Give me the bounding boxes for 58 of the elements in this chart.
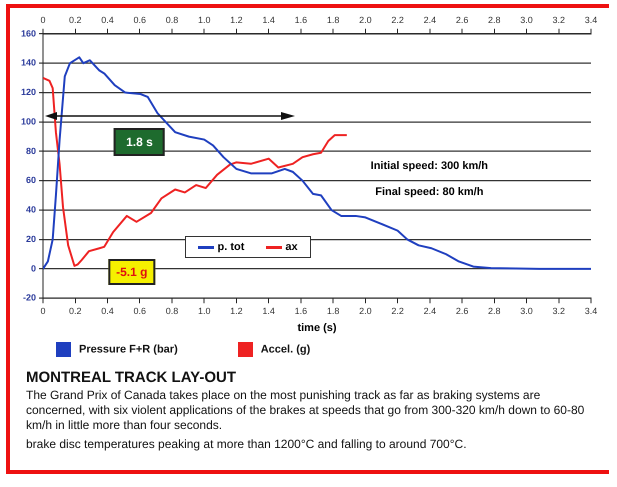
y-tick-label: -20 bbox=[23, 292, 36, 303]
x-tick-label: 0.4 bbox=[101, 306, 114, 316]
y-tick-label: 40 bbox=[26, 204, 36, 215]
x-tick-label: 3.4 bbox=[584, 306, 598, 316]
y-tick-label: 100 bbox=[20, 116, 36, 126]
x2-tick-label: 1.6 bbox=[294, 14, 308, 25]
x2-tick-label: 1.0 bbox=[198, 14, 210, 25]
x2-tick-label: 3.2 bbox=[552, 14, 566, 25]
y-tick-label: 120 bbox=[20, 87, 36, 98]
x2-tick-label: 2.0 bbox=[359, 14, 372, 25]
y-tick-label: 140 bbox=[20, 58, 36, 68]
y-tick-label: 0 bbox=[31, 263, 36, 274]
legend-label: p. tot bbox=[216, 241, 244, 254]
text: Accel. (g) bbox=[260, 342, 310, 357]
x2-tick-label: 0.2 bbox=[68, 14, 82, 25]
x-tick-label: 0.8 bbox=[166, 306, 178, 316]
x-tick-label: 2.6 bbox=[456, 306, 468, 316]
x2-tick-label: 1.4 bbox=[262, 14, 275, 25]
x-tick-label: 0.2 bbox=[68, 306, 82, 316]
x2-tick-label: 3.4 bbox=[584, 14, 598, 25]
x-tick-label: 0.6 bbox=[133, 306, 146, 316]
x-tick-label: 1.6 bbox=[294, 306, 308, 316]
x-tick-label: 3.0 bbox=[520, 306, 533, 316]
x-tick-label: 2.2 bbox=[391, 306, 404, 316]
x2-tick-label: 0.4 bbox=[101, 14, 114, 25]
x-tick-label: 1.2 bbox=[230, 306, 243, 316]
annotation: Final speed: 80 km/h bbox=[375, 186, 484, 198]
x2-tick-label: 0.6 bbox=[133, 14, 146, 25]
x-tick-label: 1.8 bbox=[326, 306, 340, 316]
x-tick-label: 1.4 bbox=[262, 306, 275, 316]
text: MONTREAL TRACK LAY-OUT bbox=[26, 369, 237, 386]
y-tick-label: 80 bbox=[26, 146, 36, 156]
legend-label: ax bbox=[284, 241, 298, 254]
x-tick-label: 1.0 bbox=[198, 306, 210, 316]
x-axis-title: time (s) bbox=[297, 322, 337, 334]
x2-tick-label: 0 bbox=[40, 14, 46, 25]
text: Pressure F+R (bar) bbox=[78, 342, 178, 357]
x-tick-label: 2.4 bbox=[424, 306, 436, 316]
annotation: -5.1 g bbox=[108, 258, 156, 285]
x2-tick-label: 2.6 bbox=[456, 14, 468, 25]
x2-tick-label: 1.8 bbox=[326, 14, 340, 25]
y-tick-label: 60 bbox=[26, 175, 36, 186]
x2-tick-label: 1.2 bbox=[230, 14, 243, 25]
x2-tick-label: 3.0 bbox=[520, 14, 533, 25]
x-tick-label: 2.0 bbox=[359, 306, 372, 316]
y-tick-label: 160 bbox=[20, 28, 36, 38]
x2-tick-label: 2.4 bbox=[424, 14, 436, 25]
annotation: 1.8 s bbox=[114, 128, 165, 156]
text: brake disc temperatures peaking at more than 1200°C and falling to around 700°C. bbox=[26, 437, 468, 452]
y-tick-label: 20 bbox=[26, 234, 36, 244]
x-tick-label: 2.8 bbox=[488, 306, 501, 316]
x2-tick-label: 2.8 bbox=[488, 14, 501, 25]
x-tick-label: 0 bbox=[40, 306, 46, 316]
text: The Grand Prix of Canada takes place on the most punishing track as far as braking systems are concerned, with six violent applications of the brakes at speeds that go from 300-320 km/h down to 60-80 km/h in little more than four seconds. bbox=[26, 388, 586, 433]
x2-tick-label: 0.8 bbox=[166, 14, 178, 25]
x2-tick-label: 2.2 bbox=[391, 14, 404, 25]
x-tick-label: 3.2 bbox=[552, 306, 566, 316]
annotation: Initial speed: 300 km/h bbox=[370, 160, 488, 172]
